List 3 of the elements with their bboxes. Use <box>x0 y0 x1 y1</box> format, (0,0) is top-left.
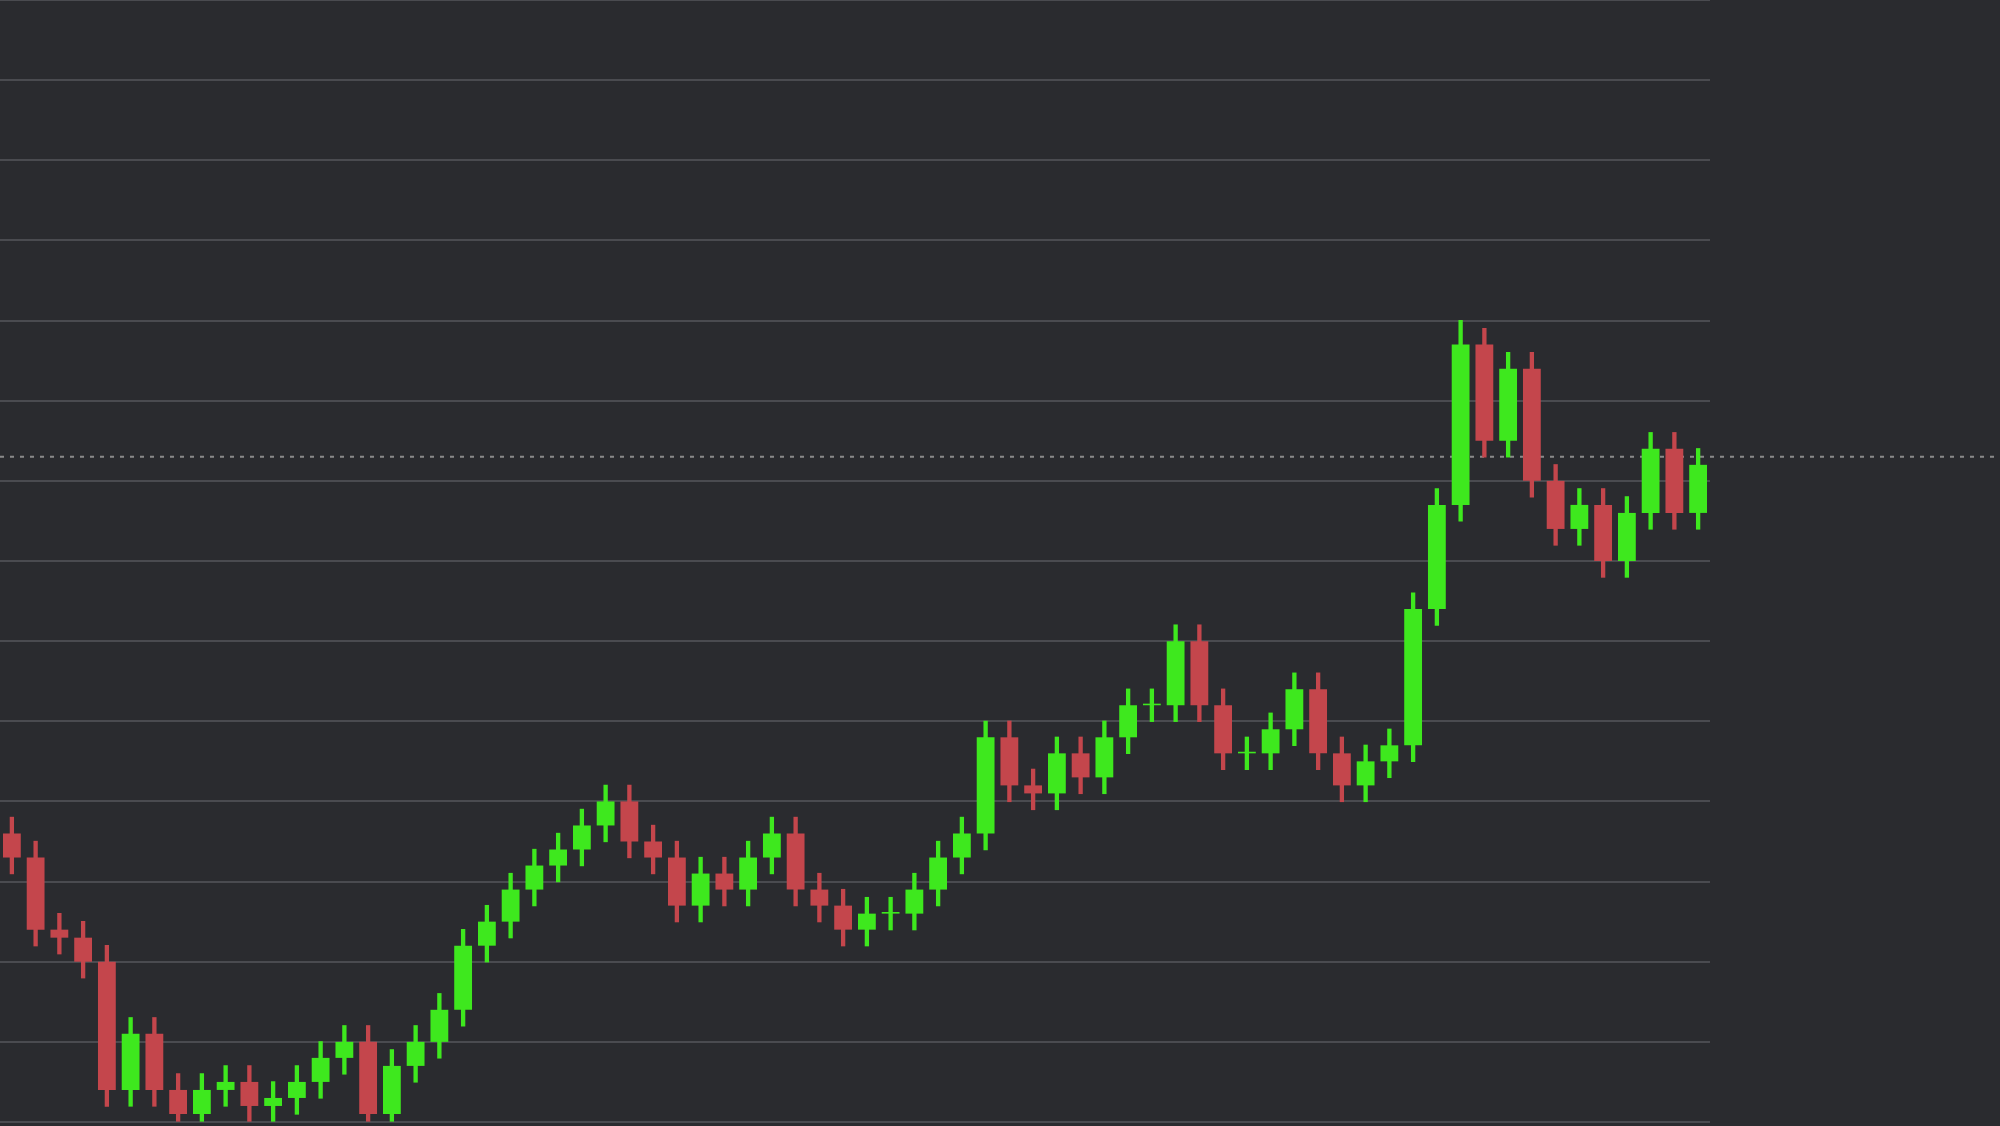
candlestick <box>881 896 900 931</box>
candlestick <box>216 1065 235 1107</box>
candlestick <box>50 912 69 955</box>
